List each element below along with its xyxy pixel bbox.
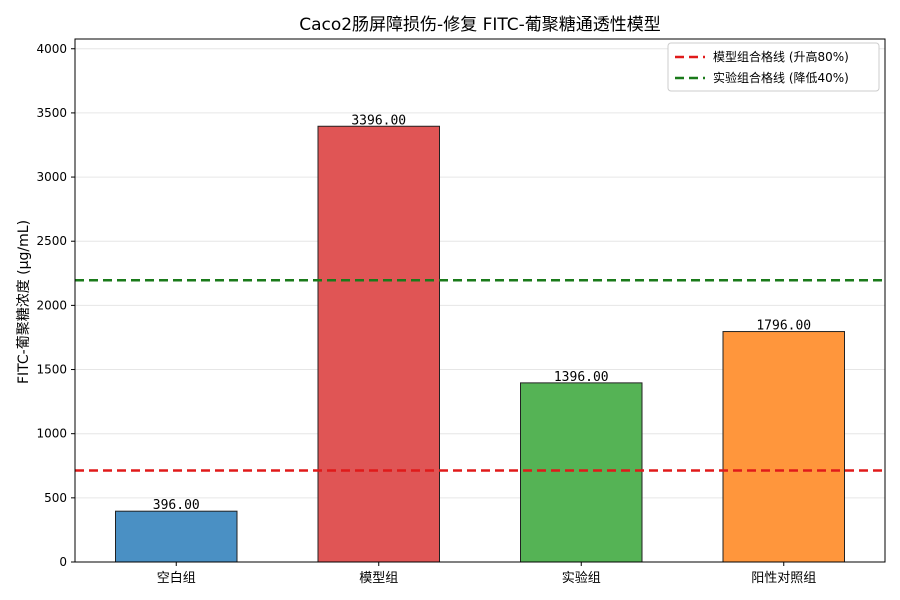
y-tick-label: 2500 bbox=[36, 234, 67, 248]
legend-label: 模型组合格线 (升高80%) bbox=[713, 49, 849, 64]
x-tick-label: 模型组 bbox=[359, 571, 398, 586]
y-tick-label: 0 bbox=[59, 555, 67, 569]
y-tick-label: 3500 bbox=[36, 106, 67, 120]
y-axis: 0 500 1000 1500 2000 2500 3000 3500 4000 bbox=[36, 42, 75, 569]
data-labels: 396.00 3396.00 1396.00 1796.00 bbox=[153, 113, 811, 513]
grid-lines bbox=[75, 48, 885, 563]
legend: 模型组合格线 (升高80%) 实验组合格线 (降低40%) bbox=[667, 42, 880, 92]
y-tick-label: 3000 bbox=[36, 170, 67, 184]
y-tick-label: 2000 bbox=[36, 298, 67, 312]
x-tick-label: 空白组 bbox=[157, 570, 196, 586]
y-axis-label: FITC-葡聚糖浓度 (μg/mL) bbox=[16, 220, 32, 384]
y-tick-label: 1000 bbox=[36, 427, 67, 441]
x-tick-label: 实验组 bbox=[562, 570, 601, 586]
bars bbox=[115, 125, 845, 563]
bar bbox=[115, 510, 238, 563]
legend-box bbox=[667, 42, 880, 92]
y-tick-label: 4000 bbox=[36, 42, 67, 56]
data-label: 396.00 bbox=[153, 498, 200, 513]
data-label: 3396.00 bbox=[351, 113, 406, 128]
x-tick-label: 阳性对照组 bbox=[751, 571, 816, 586]
plot-frame bbox=[74, 38, 886, 563]
data-label: 1396.00 bbox=[554, 370, 609, 385]
bar bbox=[520, 382, 643, 563]
data-label: 1796.00 bbox=[756, 319, 811, 334]
y-tick-label: 1500 bbox=[36, 363, 67, 377]
x-axis: 空白组 模型组 实验组 阳性对照组 bbox=[157, 562, 816, 586]
reference-lines bbox=[75, 278, 885, 472]
chart-title: Caco2肠屏障损伤-修复 FITC-葡聚糖通透性模型 bbox=[299, 15, 661, 35]
bar bbox=[722, 331, 845, 563]
y-tick-label: 500 bbox=[44, 491, 67, 505]
legend-label: 实验组合格线 (降低40%) bbox=[713, 70, 849, 85]
bar bbox=[317, 125, 440, 563]
